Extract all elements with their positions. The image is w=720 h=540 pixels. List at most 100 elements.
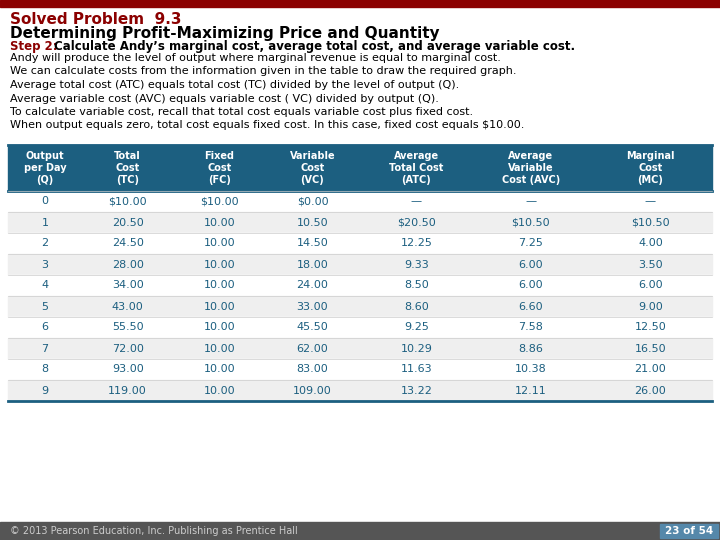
Text: 12.50: 12.50: [634, 322, 666, 333]
Text: 2: 2: [41, 239, 48, 248]
Text: 10.00: 10.00: [203, 260, 235, 269]
Text: 21.00: 21.00: [634, 364, 666, 375]
Text: —: —: [645, 197, 656, 206]
Bar: [8, 145, 712, 191]
Text: 9.33: 9.33: [404, 260, 428, 269]
Text: 18.00: 18.00: [297, 260, 328, 269]
Text: Output
per Day
(Q): Output per Day (Q): [24, 151, 66, 185]
Text: Average total cost (ATC) equals total cost (TC) divided by the level of output (: Average total cost (ATC) equals total co…: [10, 80, 459, 90]
Text: 7: 7: [41, 343, 48, 354]
Text: 10.38: 10.38: [515, 364, 546, 375]
Bar: [8, 254, 712, 275]
Text: 6.00: 6.00: [518, 280, 543, 291]
Text: Calculate Andy’s marginal cost, average total cost, and average variable cost.: Calculate Andy’s marginal cost, average …: [54, 40, 575, 53]
Text: 62.00: 62.00: [297, 343, 328, 354]
Text: 16.50: 16.50: [634, 343, 666, 354]
Text: 93.00: 93.00: [112, 364, 143, 375]
Bar: [8, 317, 712, 338]
Text: 10.50: 10.50: [297, 218, 328, 227]
Text: 10.00: 10.00: [203, 343, 235, 354]
Text: © 2013 Pearson Education, Inc. Publishing as Prentice Hall: © 2013 Pearson Education, Inc. Publishin…: [10, 526, 298, 536]
Text: Determining Profit-Maximizing Price and Quantity: Determining Profit-Maximizing Price and …: [10, 26, 440, 41]
Text: 9: 9: [41, 386, 48, 395]
Text: 8.60: 8.60: [404, 301, 428, 312]
Text: Andy will produce the level of output where marginal revenue is equal to margina: Andy will produce the level of output wh…: [10, 53, 501, 63]
Text: 34.00: 34.00: [112, 280, 143, 291]
Text: $10.50: $10.50: [631, 218, 670, 227]
Text: 10.00: 10.00: [203, 301, 235, 312]
Text: Variable
Cost
(VC): Variable Cost (VC): [289, 151, 336, 185]
Text: $10.00: $10.00: [109, 197, 147, 206]
Text: $0.00: $0.00: [297, 197, 328, 206]
Text: 7.58: 7.58: [518, 322, 543, 333]
Text: 24.00: 24.00: [297, 280, 328, 291]
Bar: [8, 212, 712, 233]
Text: When output equals zero, total cost equals fixed cost. In this case, fixed cost : When output equals zero, total cost equa…: [10, 120, 524, 131]
Bar: [8, 191, 712, 212]
Text: 0: 0: [42, 197, 48, 206]
Text: 72.00: 72.00: [112, 343, 143, 354]
Text: 26.00: 26.00: [634, 386, 666, 395]
Text: 3: 3: [42, 260, 48, 269]
Text: 23 of 54: 23 of 54: [665, 526, 713, 536]
Text: 1: 1: [42, 218, 48, 227]
Text: Marginal
Cost
(MC): Marginal Cost (MC): [626, 151, 675, 185]
Text: 8.50: 8.50: [404, 280, 428, 291]
Text: 8: 8: [41, 364, 48, 375]
Bar: [8, 233, 712, 254]
Text: 4: 4: [41, 280, 48, 291]
Bar: [8, 275, 712, 296]
Text: 24.50: 24.50: [112, 239, 143, 248]
Text: 4.00: 4.00: [638, 239, 663, 248]
Text: 43.00: 43.00: [112, 301, 143, 312]
Text: 6.00: 6.00: [518, 260, 543, 269]
Text: 9.25: 9.25: [404, 322, 428, 333]
Text: 6: 6: [42, 322, 48, 333]
Text: 10.00: 10.00: [203, 280, 235, 291]
Text: 8.86: 8.86: [518, 343, 543, 354]
Text: 55.50: 55.50: [112, 322, 143, 333]
Text: 3.50: 3.50: [638, 260, 662, 269]
Text: 10.00: 10.00: [203, 386, 235, 395]
Text: 28.00: 28.00: [112, 260, 143, 269]
Text: 10.29: 10.29: [400, 343, 432, 354]
Text: Solved Problem  9.3: Solved Problem 9.3: [10, 12, 181, 27]
Text: 83.00: 83.00: [297, 364, 328, 375]
Bar: [660, 524, 718, 538]
Bar: [0, 522, 720, 540]
Text: 10.00: 10.00: [203, 218, 235, 227]
Text: 109.00: 109.00: [293, 386, 332, 395]
Text: 6.60: 6.60: [518, 301, 543, 312]
Text: 5: 5: [42, 301, 48, 312]
Text: Step 2:: Step 2:: [10, 40, 66, 53]
Text: Average
Variable
Cost (AVC): Average Variable Cost (AVC): [502, 151, 560, 185]
Text: 13.22: 13.22: [400, 386, 432, 395]
Bar: [8, 338, 712, 359]
Text: 14.50: 14.50: [297, 239, 328, 248]
Text: $10.00: $10.00: [200, 197, 238, 206]
Text: 9.00: 9.00: [638, 301, 663, 312]
Text: 12.11: 12.11: [515, 386, 546, 395]
Text: 12.25: 12.25: [400, 239, 432, 248]
Text: To calculate variable cost, recall that total cost equals variable cost plus fix: To calculate variable cost, recall that …: [10, 107, 473, 117]
Text: —: —: [525, 197, 536, 206]
Text: Fixed
Cost
(FC): Fixed Cost (FC): [204, 151, 234, 185]
Text: 10.00: 10.00: [203, 364, 235, 375]
Bar: [8, 380, 712, 401]
Text: 10.00: 10.00: [203, 322, 235, 333]
Text: 11.63: 11.63: [400, 364, 432, 375]
Text: 45.50: 45.50: [297, 322, 328, 333]
Text: We can calculate costs from the information given in the table to draw the requi: We can calculate costs from the informat…: [10, 66, 516, 77]
Text: 6.00: 6.00: [638, 280, 662, 291]
Text: 20.50: 20.50: [112, 218, 143, 227]
Text: —: —: [410, 197, 422, 206]
Text: 10.00: 10.00: [203, 239, 235, 248]
Text: Total
Cost
(TC): Total Cost (TC): [114, 151, 141, 185]
Bar: [8, 359, 712, 380]
Text: 119.00: 119.00: [108, 386, 147, 395]
Bar: [8, 296, 712, 317]
Text: 33.00: 33.00: [297, 301, 328, 312]
Text: $20.50: $20.50: [397, 218, 436, 227]
Text: 7.25: 7.25: [518, 239, 543, 248]
Text: $10.50: $10.50: [511, 218, 550, 227]
